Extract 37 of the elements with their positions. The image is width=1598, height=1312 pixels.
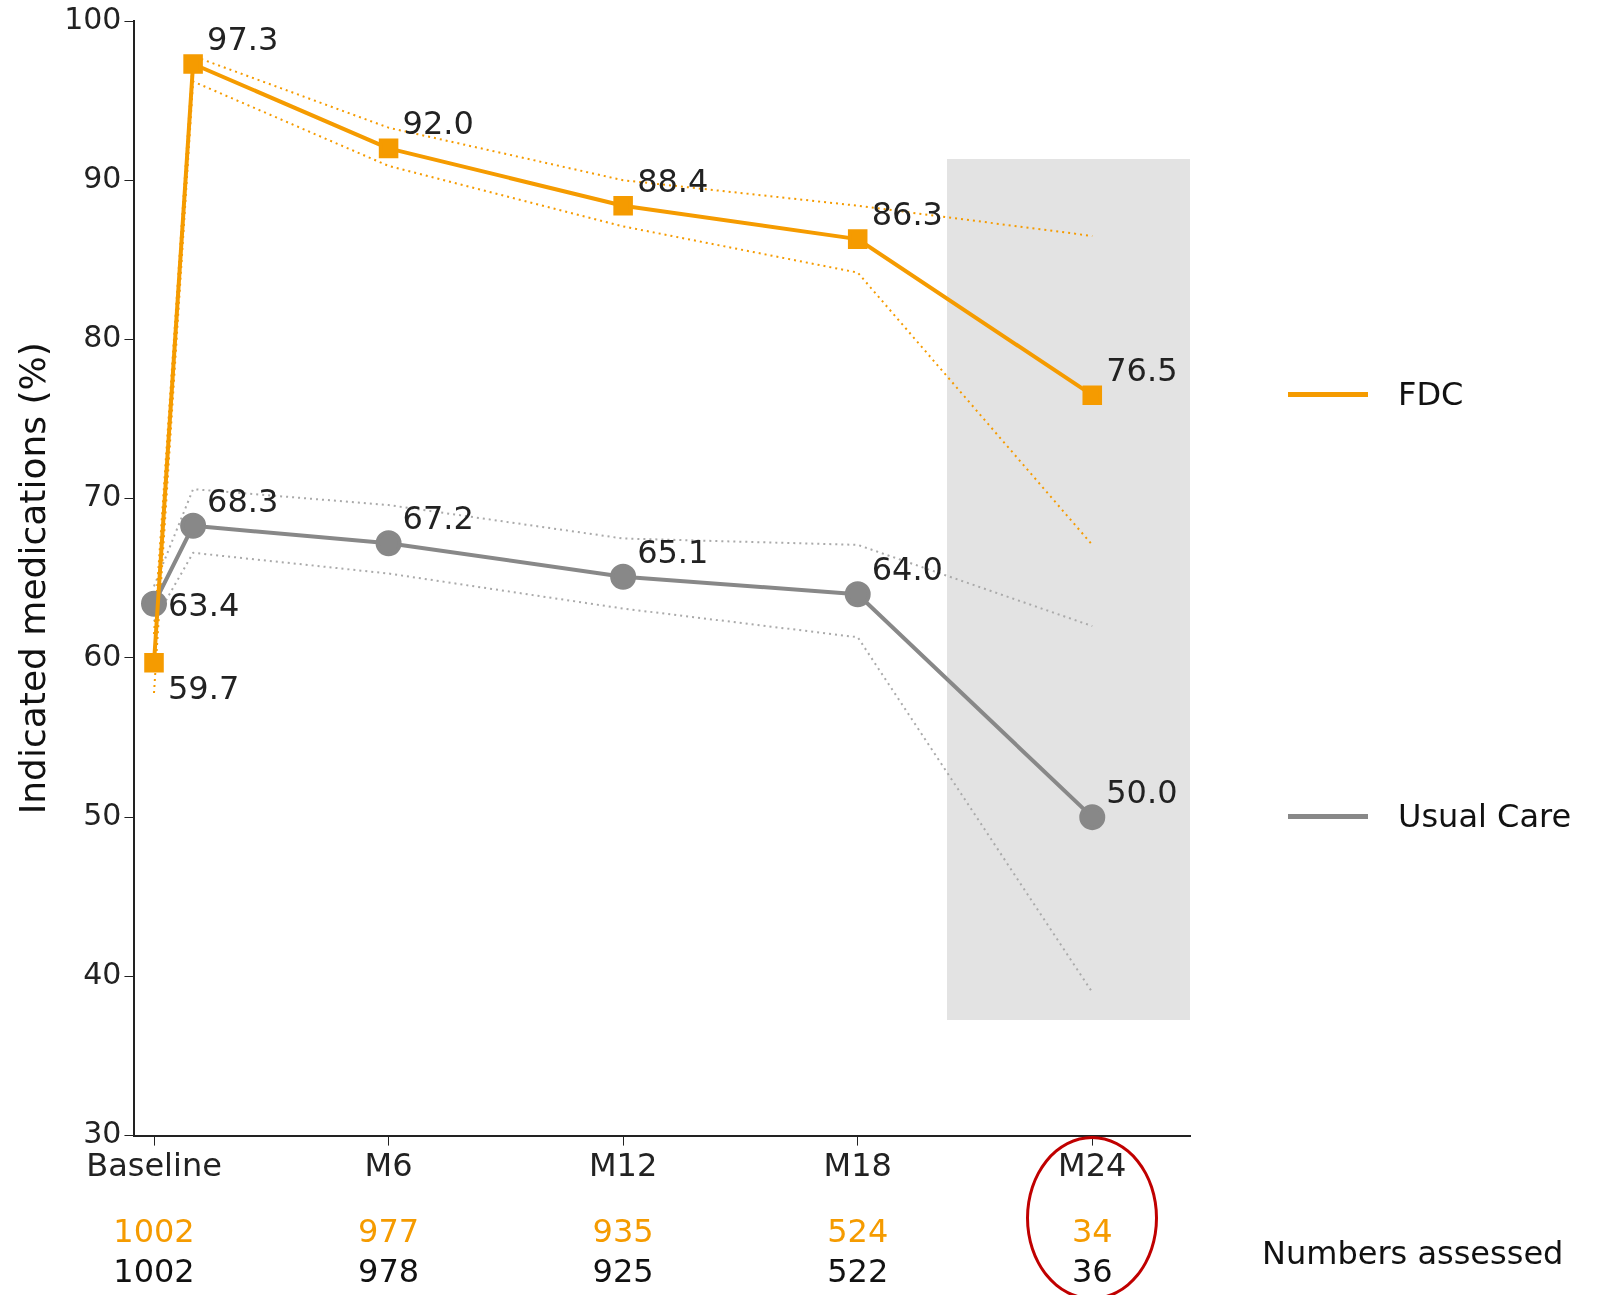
text: 925 [592,1252,654,1290]
x-tick-label: M24 [1058,1146,1127,1185]
data-label: 50.0 [1106,773,1178,812]
x-tick-label: M12 [588,1146,658,1185]
y-tick-label: 50 [83,796,122,832]
data-label: 97.3 [207,19,279,58]
data-label: 59.7 [168,668,240,707]
data-label: 76.5 [1106,351,1178,390]
y-tick-label: 70 [83,478,122,514]
x-tick-label: M18 [823,1146,892,1185]
y-tick-label: 90 [83,160,122,196]
text: 36 [1071,1252,1113,1290]
text: 977 [358,1212,420,1250]
text: 1002 [113,1252,195,1290]
legend-label: Usual Care [1398,797,1572,836]
text: 978 [358,1252,420,1290]
y-tick-label: 60 [83,637,122,673]
data-label: 67.2 [402,499,474,538]
data-label: 65.1 [637,532,709,571]
data-label: 68.3 [207,481,279,520]
data-label: 92.0 [402,104,474,143]
x-tick-label: M6 [364,1146,413,1185]
text: 34 [1071,1212,1113,1250]
data-label: 88.4 [637,161,709,200]
y-tick-label: 40 [83,956,122,992]
y-tick-label: 100 [64,0,122,36]
text: 524 [827,1212,889,1250]
y-tick-label: 80 [83,319,122,355]
data-label: 63.4 [168,585,240,624]
text: Numbers assessed [1262,1234,1564,1272]
text: 522 [827,1252,889,1290]
text: 1002 [113,1212,195,1250]
y-axis-title: Indicated medications (%) [11,342,53,815]
data-label: 64.0 [871,550,943,589]
data-label: 86.3 [871,195,943,234]
legend-label: FDC [1398,375,1464,414]
text: 935 [592,1212,654,1250]
